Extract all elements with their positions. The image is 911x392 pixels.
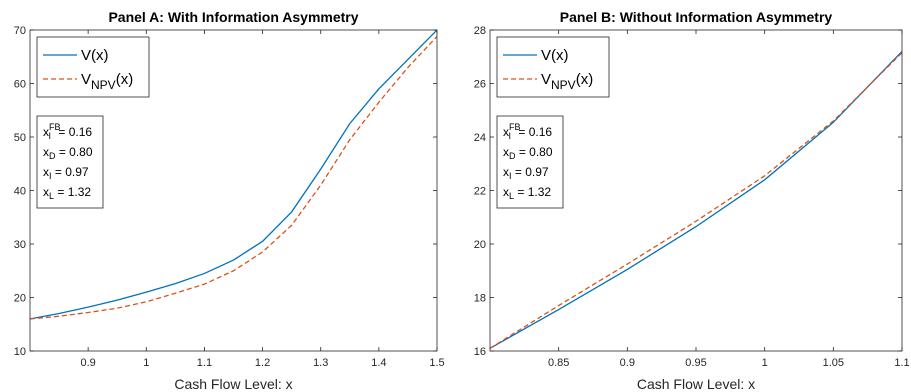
- x-tick-label: 0.9: [620, 357, 635, 369]
- legend-label: V(x): [81, 47, 109, 64]
- info-box: [36, 115, 104, 209]
- y-tick-label: 10: [14, 346, 26, 358]
- y-tick-label: 18: [474, 293, 486, 305]
- x-tick-label: 1.3: [313, 357, 328, 369]
- panel-1: Panel A: With Information Asymmetry 0.9 1 1…: [14, 9, 445, 392]
- series-line-v-npv: [490, 52, 902, 349]
- chart-title: Panel A: With Information Asymmetry: [108, 9, 358, 25]
- info-line: xI = 0.97: [503, 165, 549, 181]
- y-tick-label: 40: [14, 186, 26, 198]
- x-tick-label: 1.1: [894, 357, 909, 369]
- y-tick-label: 22: [474, 186, 486, 198]
- info-line: xD = 0.80: [43, 145, 93, 161]
- series-line-v: [490, 50, 902, 349]
- legend-box: [36, 36, 150, 98]
- x-tick-label: 0.9: [80, 357, 95, 369]
- x-tick-label: 0.85: [548, 357, 569, 369]
- x-tick-label: 0.95: [685, 357, 706, 369]
- x-tick-label: 1.4: [371, 357, 386, 369]
- info-line: xI = 0.97: [43, 165, 89, 181]
- y-tick-label: 20: [474, 239, 486, 251]
- x-axis-label: Cash Flow Level: x: [637, 376, 755, 392]
- y-tick-label: 26: [474, 79, 486, 91]
- legend-box: [496, 36, 610, 98]
- y-tick-label: 70: [14, 25, 26, 37]
- x-tick-label: 1.1: [197, 357, 212, 369]
- series-line-v: [30, 30, 437, 320]
- y-tick-label: 24: [474, 132, 486, 144]
- chart-title: Panel B: Without Information Asymmetry: [560, 9, 833, 25]
- x-tick-label: 1: [762, 357, 768, 369]
- y-tick-label: 16: [474, 346, 486, 358]
- x-tick-label: 1.5: [429, 357, 444, 369]
- x-tick-label: 1.2: [255, 357, 270, 369]
- info-line: xL = 1.32: [43, 185, 91, 201]
- info-box: [496, 115, 564, 209]
- y-tick-label: 50: [14, 132, 26, 144]
- info-line: xFB I = 0.16: [43, 122, 92, 141]
- x-tick-label: 1.05: [823, 357, 844, 369]
- y-tick-label: 30: [14, 239, 26, 251]
- y-tick-label: 60: [14, 79, 26, 91]
- y-tick-label: 20: [14, 293, 26, 305]
- legend-label: V(x): [541, 47, 569, 64]
- y-tick-label: 28: [474, 25, 486, 37]
- info-line: xD = 0.80: [503, 145, 553, 161]
- series-line-v-npv: [30, 35, 437, 320]
- x-axis-label: Cash Flow Level: x: [174, 376, 292, 392]
- x-tick-label: 1: [143, 357, 149, 369]
- panel-2: Panel B: Without Information Asymmetry 0.…: [474, 9, 910, 392]
- info-line: xFB I = 0.16: [503, 122, 552, 141]
- info-line: xL = 1.32: [503, 185, 551, 201]
